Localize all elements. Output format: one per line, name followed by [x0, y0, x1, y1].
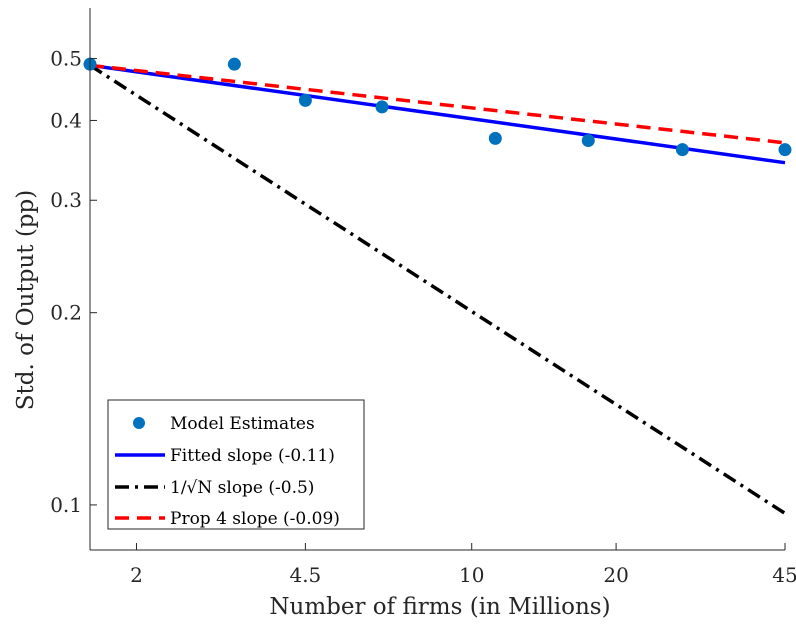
axes-layer: 2 4.5 10 20 45 0.1 0.2 0.3 0.4 0.5 — [50, 8, 796, 587]
legend: Model Estimates Fitted slope (-0.11) 1/√N … — [107, 399, 365, 530]
data-point — [488, 131, 502, 145]
y-axis-label: Std. of Output (pp) — [13, 190, 39, 410]
y-tick-label: 0.2 — [50, 301, 82, 325]
y-tick-label: 0.3 — [50, 188, 82, 212]
series-line — [89, 63, 786, 515]
legend-marker — [133, 417, 145, 429]
x-tick-label: 45 — [772, 563, 796, 587]
x-tick-label: 20 — [603, 563, 628, 587]
x-tick-label: 10 — [459, 563, 484, 587]
legend-box — [107, 399, 365, 530]
series-line — [89, 63, 786, 145]
x-tick-label: 2 — [130, 563, 143, 587]
y-tick-label: 0.1 — [50, 493, 82, 517]
y-tick-label: 0.4 — [50, 108, 82, 132]
x-axis-label: Number of firms (in Millions) — [269, 594, 610, 620]
data-point — [298, 93, 312, 107]
series-layer — [83, 57, 792, 515]
data-point — [581, 134, 595, 148]
legend-label: 1/√N slope (-0.5) — [170, 478, 314, 498]
data-point — [675, 143, 689, 157]
series-line — [89, 63, 786, 165]
legend-label: Model Estimates — [170, 414, 315, 434]
y-tick-label: 0.5 — [50, 47, 82, 71]
data-point — [227, 57, 241, 71]
legend-label: Fitted slope (-0.11) — [170, 446, 335, 466]
x-tick-label: 4.5 — [289, 563, 321, 587]
data-point — [375, 100, 389, 114]
data-point — [778, 143, 792, 157]
legend-label: Prop 4 slope (-0.09) — [170, 509, 340, 529]
